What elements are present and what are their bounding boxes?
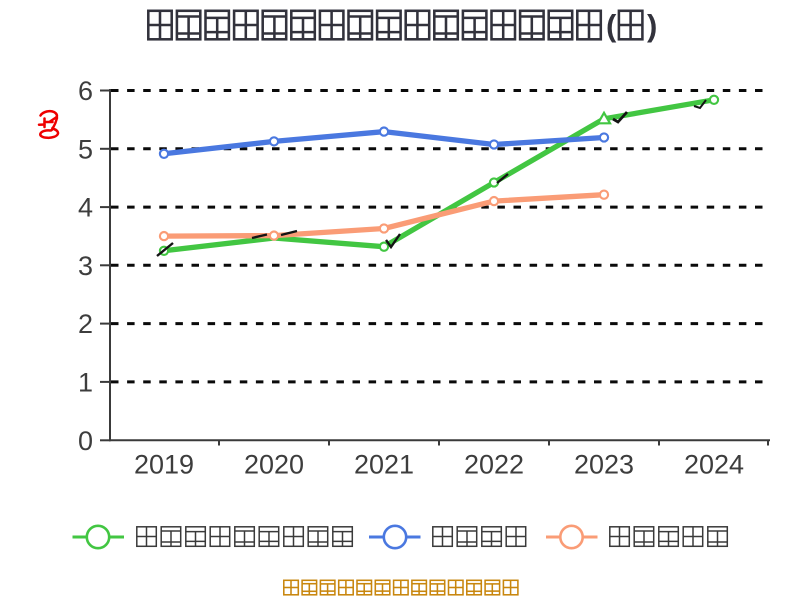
svg-text:6: 6	[78, 76, 93, 106]
svg-text:2: 2	[78, 309, 93, 339]
svg-text:2024: 2024	[684, 450, 744, 480]
svg-text:2023: 2023	[574, 450, 634, 480]
svg-text:): )	[647, 8, 657, 43]
svg-text:2021: 2021	[354, 450, 414, 480]
svg-text:2019: 2019	[134, 450, 194, 480]
svg-text:2022: 2022	[464, 450, 524, 480]
svg-text:5: 5	[78, 134, 93, 164]
svg-text:3: 3	[78, 251, 93, 281]
svg-text:1: 1	[78, 368, 93, 398]
svg-text:0: 0	[78, 426, 93, 456]
svg-text:4: 4	[78, 193, 93, 223]
svg-text:(: (	[606, 8, 617, 43]
svg-text:2020: 2020	[244, 450, 304, 480]
